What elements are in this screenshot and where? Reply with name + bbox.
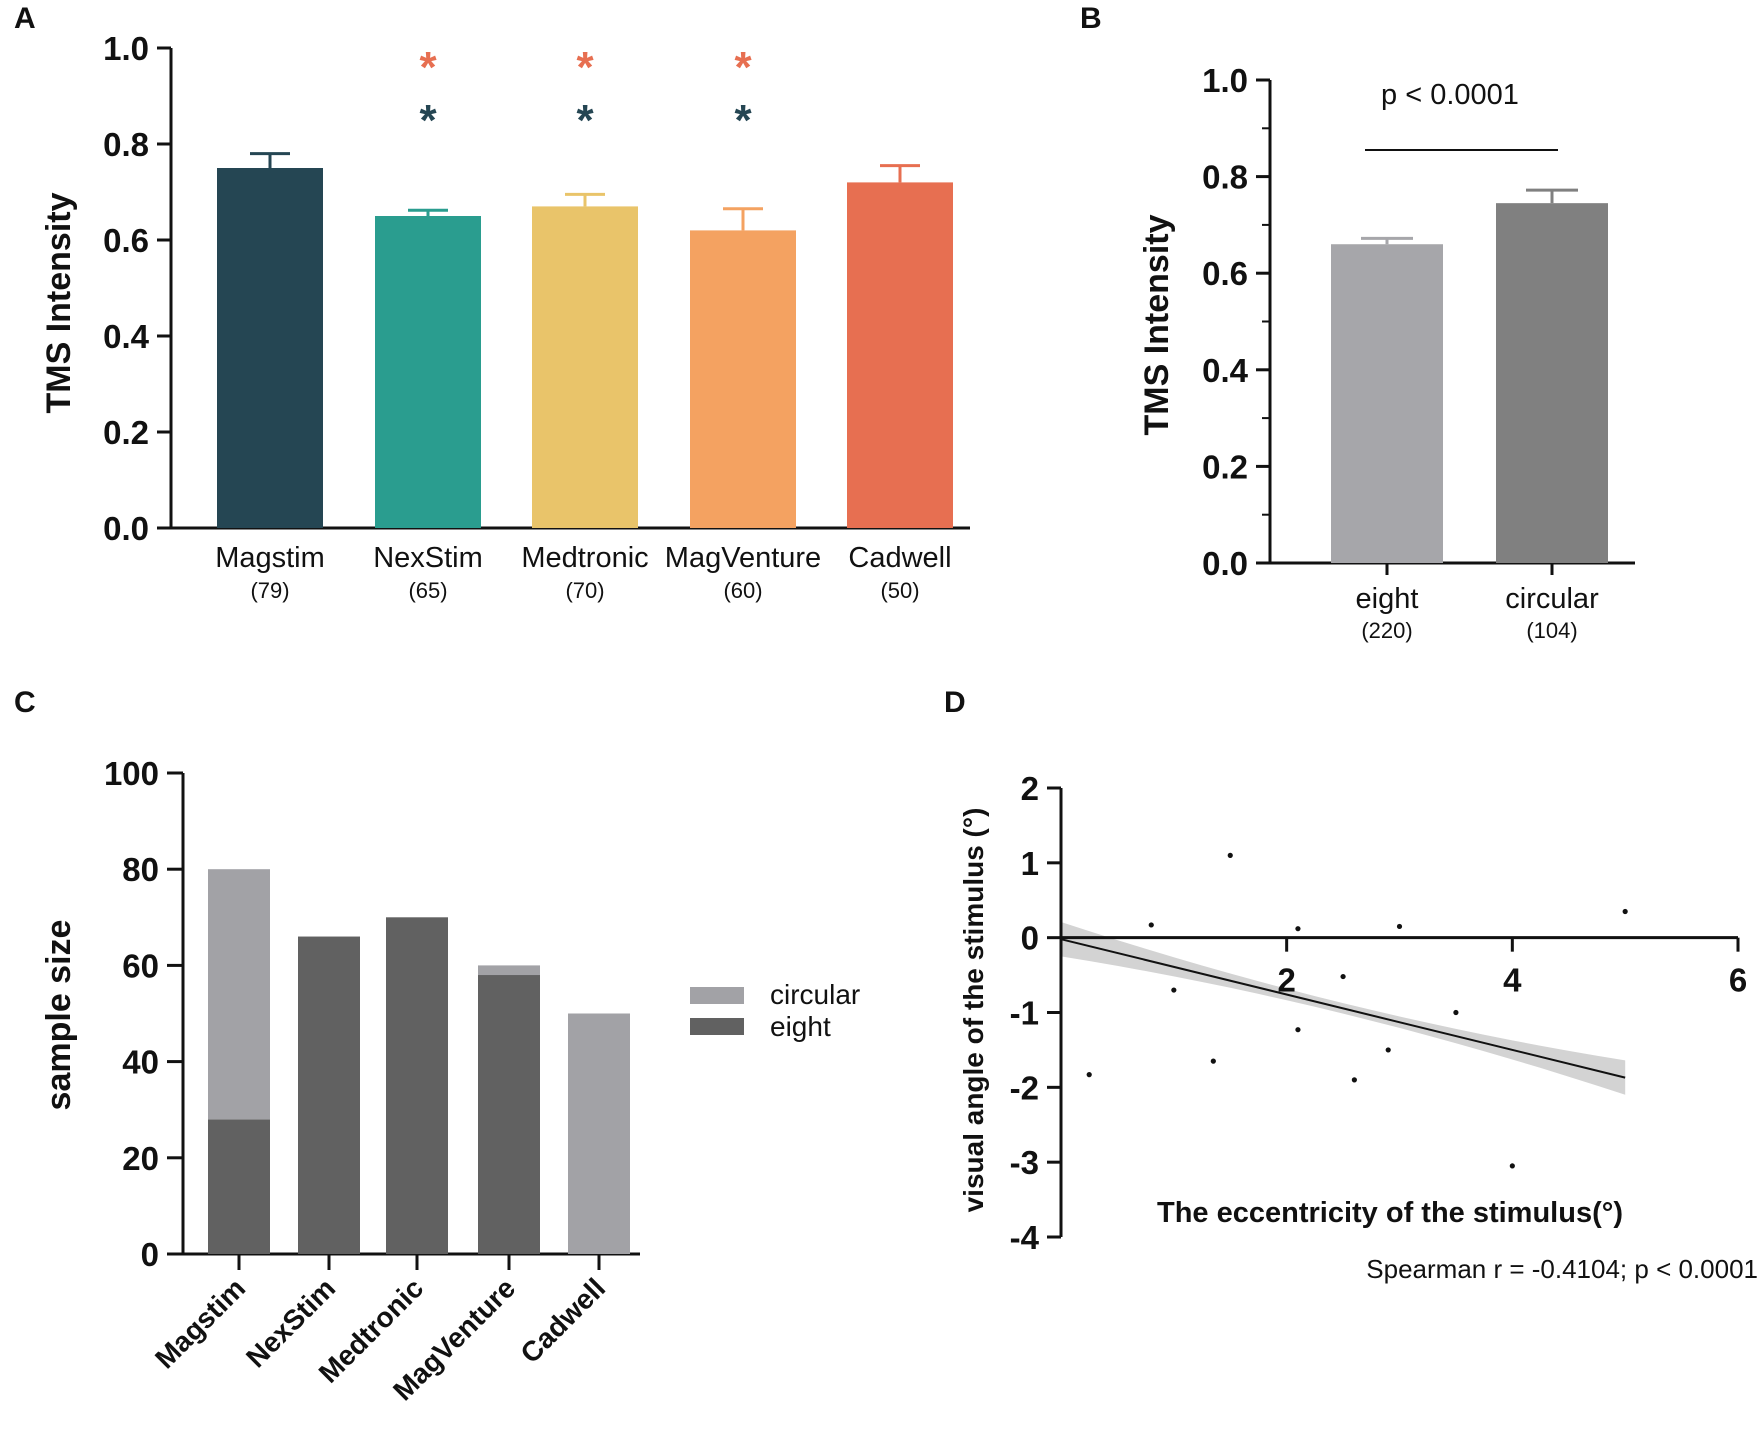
panel-d-x-tick-label: 6 (1729, 962, 1747, 999)
panel-b-bar-chart: TMS Intensity p < 0.0001 0.0 0.2 0.4 0.6 0.8… (1138, 62, 1635, 643)
panel-b-count-label: (104) (1526, 618, 1577, 643)
panel-b-y-tick-label: 0.8 (1202, 159, 1248, 196)
panel-d-spearman-annotation: Spearman r = -0.4104; p < 0.0001 (1366, 1254, 1758, 1284)
panel-d-data-point (1509, 1163, 1515, 1169)
panel-c-stacked-bar-chart: sample size circular eight 0 20 40 60 80 100 M… (40, 755, 860, 1406)
panel-c-bar-magstim-circular (208, 869, 270, 1120)
panel-a-bar-medtronic (532, 206, 638, 528)
panel-d-x-tick-label: 4 (1503, 962, 1522, 999)
panel-a-category-label: Medtronic (521, 542, 648, 574)
panel-a-bar-magstim (217, 168, 323, 528)
panel-d-y-tick-label: 0 (1021, 920, 1039, 957)
panel-c-y-tick-label: 60 (122, 947, 159, 984)
panel-b-y-tick-label: 0.6 (1202, 255, 1248, 292)
panel-a-y-tick-label: 0.0 (103, 510, 149, 547)
panel-a-category-label: Magstim (215, 542, 325, 574)
panel-a-y-tick-label: 0.6 (103, 222, 149, 259)
legend-swatch-eight (690, 1018, 744, 1035)
panel-a-count-label: (70) (565, 578, 604, 603)
panel-d-data-point (1295, 1027, 1301, 1033)
panel-a-count-label: (65) (408, 578, 447, 603)
panel-a-significance-star: * (576, 96, 594, 145)
panel-c-bar-magventure-eight (478, 975, 540, 1254)
panel-a-y-axis-label: TMS Intensity (40, 192, 78, 413)
panel-a-bar-nexstim (375, 216, 481, 528)
panel-d-y-tick-label: 2 (1021, 770, 1039, 807)
panel-label-c: C (14, 686, 36, 719)
panel-a-y-tick-label: 0.2 (103, 414, 149, 451)
panel-a-bar-cadwell (847, 182, 953, 528)
legend-label-circular: circular (770, 979, 860, 1010)
panel-b-p-value: p < 0.0001 (1381, 79, 1519, 111)
panel-d-scatter-plot: visual angle of the stimulus (°) The ecc… (958, 770, 1758, 1284)
panel-b-count-label: (220) (1361, 618, 1412, 643)
panel-d-data-point (1148, 922, 1154, 928)
panel-a-y-tick-label: 0.4 (103, 318, 150, 355)
panel-a-count-label: (79) (250, 578, 289, 603)
panel-d-data-point (1385, 1047, 1391, 1053)
panel-d-x-axis-label: The eccentricity of the stimulus(°) (1157, 1197, 1623, 1229)
panel-b-bar-circular (1496, 203, 1608, 564)
panel-d-y-tick-label: -1 (1010, 995, 1039, 1032)
panel-a-significance-star: * (734, 43, 752, 92)
panel-c-y-tick-label: 0 (141, 1236, 159, 1273)
panel-d-data-point (1340, 973, 1346, 980)
legend-swatch-circular (690, 987, 744, 1004)
panel-d-y-axis-label: visual angle of the stimulus (°) (958, 808, 989, 1213)
panel-d-y-tick-label: -2 (1010, 1069, 1039, 1106)
panel-c-y-tick-label: 100 (104, 755, 159, 792)
panel-d-data-point (1453, 1009, 1459, 1016)
panel-c-bar-cadwell-circular (568, 1013, 630, 1254)
panel-label-d: D (944, 686, 966, 719)
panel-label-a: A (14, 2, 36, 35)
panel-a-category-label: Cadwell (848, 542, 951, 574)
panel-d-y-tick-label: -3 (1010, 1144, 1039, 1181)
panel-b-y-tick-label: 0.0 (1202, 545, 1248, 582)
panel-d-data-point (1171, 987, 1177, 993)
panel-a-category-label: MagVenture (665, 542, 821, 574)
panel-c-y-tick-label: 80 (122, 851, 159, 888)
panel-b-y-tick-label: 0.4 (1202, 352, 1249, 389)
panel-a-significance-star: * (734, 96, 752, 145)
panel-a-significance-star: * (419, 96, 437, 145)
panel-d-data-point (1351, 1077, 1357, 1083)
panel-a-count-label: (60) (723, 578, 762, 603)
panel-a-y-tick-label: 0.8 (103, 126, 149, 163)
panel-d-y-tick-label: 1 (1021, 845, 1039, 882)
panel-a-bar-chart: TMS Intensity 0.0 0.2 0.4 0.6 0.8 1.0 Magstim (… (40, 30, 970, 603)
panel-c-bar-magventure-circular (478, 965, 540, 976)
panel-a-y-tick-label: 1.0 (103, 30, 149, 67)
panel-a-category-label: NexStim (373, 542, 483, 574)
panel-c-y-tick-label: 20 (122, 1140, 159, 1177)
panel-b-category-label: circular (1505, 583, 1599, 615)
panel-d-data-point (1086, 1072, 1092, 1078)
panel-b-bar-eight (1331, 244, 1443, 563)
panel-c-y-axis-label: sample size (40, 920, 78, 1111)
panel-b-category-label: eight (1356, 583, 1419, 615)
panel-d-data-point (1210, 1058, 1216, 1064)
panel-a-significance-star: * (419, 43, 437, 92)
panel-a-significance-star: * (576, 43, 594, 92)
panel-d-data-point (1227, 852, 1233, 858)
panel-c-category-label: Magstim (149, 1272, 251, 1374)
panel-d-x-tick-label: 2 (1277, 962, 1295, 999)
panel-b-y-tick-label: 1.0 (1202, 62, 1248, 99)
panel-d-y-tick-label: -4 (1010, 1219, 1040, 1256)
panel-a-count-label: (50) (880, 578, 919, 603)
panel-c-bar-magstim-eight (208, 1119, 270, 1254)
panel-d-data-point (1295, 926, 1301, 932)
panel-c-bar-nexstim-eight (298, 936, 360, 1254)
panel-a-bar-magventure (690, 230, 796, 528)
legend-label-eight: eight (770, 1011, 831, 1042)
panel-d-regression-line (1060, 938, 1626, 1079)
panel-b-y-tick-label: 0.2 (1202, 448, 1248, 485)
panel-c-category-label: Cadwell (515, 1272, 612, 1369)
panel-c-y-tick-label: 40 (122, 1044, 159, 1081)
panel-c-bar-medtronic-eight (386, 917, 448, 1254)
panel-d-data-point (1396, 923, 1403, 930)
panel-b-y-axis-label: TMS Intensity (1138, 214, 1176, 435)
panel-label-b: B (1080, 2, 1102, 35)
panel-d-data-point (1622, 908, 1628, 915)
